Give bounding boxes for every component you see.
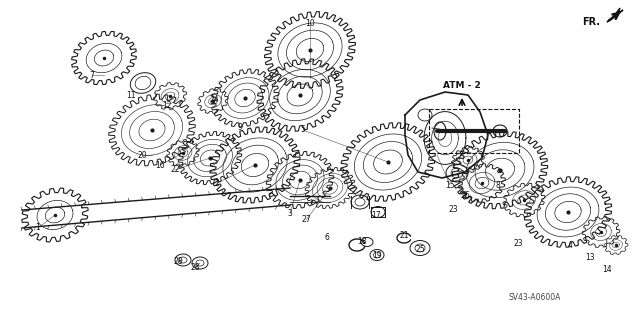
- Text: 3: 3: [287, 209, 292, 218]
- Text: 23: 23: [513, 239, 523, 248]
- Text: 19: 19: [372, 251, 382, 261]
- Text: 20: 20: [137, 151, 147, 160]
- Text: 16: 16: [155, 160, 165, 169]
- Text: 17: 17: [371, 211, 381, 219]
- Text: 2: 2: [214, 179, 220, 188]
- Text: 10: 10: [305, 19, 315, 27]
- Text: 9: 9: [237, 123, 243, 132]
- Text: 27: 27: [301, 216, 311, 225]
- Text: 1: 1: [36, 224, 40, 233]
- Text: 28: 28: [173, 257, 183, 266]
- Polygon shape: [607, 8, 623, 22]
- Text: 21: 21: [399, 232, 409, 241]
- Text: 23: 23: [448, 205, 458, 214]
- Text: 28: 28: [190, 263, 200, 271]
- Text: 25: 25: [415, 246, 425, 255]
- Text: 15: 15: [445, 181, 455, 189]
- Text: ATM - 2: ATM - 2: [443, 80, 481, 90]
- Text: 24: 24: [209, 95, 219, 105]
- Text: 6: 6: [324, 233, 330, 241]
- Text: 7: 7: [90, 70, 95, 79]
- Text: 12: 12: [163, 100, 172, 109]
- Text: 26: 26: [460, 190, 470, 199]
- Text: 14: 14: [602, 265, 612, 275]
- Text: 22: 22: [170, 166, 180, 174]
- Text: 11: 11: [126, 91, 136, 100]
- Text: 8: 8: [495, 181, 500, 189]
- Text: 18: 18: [357, 238, 367, 247]
- Text: 5: 5: [301, 125, 305, 135]
- Text: FR.: FR.: [582, 17, 600, 27]
- Text: 4: 4: [568, 241, 572, 249]
- Text: SV43-A0600A: SV43-A0600A: [509, 293, 561, 302]
- Text: 13: 13: [585, 254, 595, 263]
